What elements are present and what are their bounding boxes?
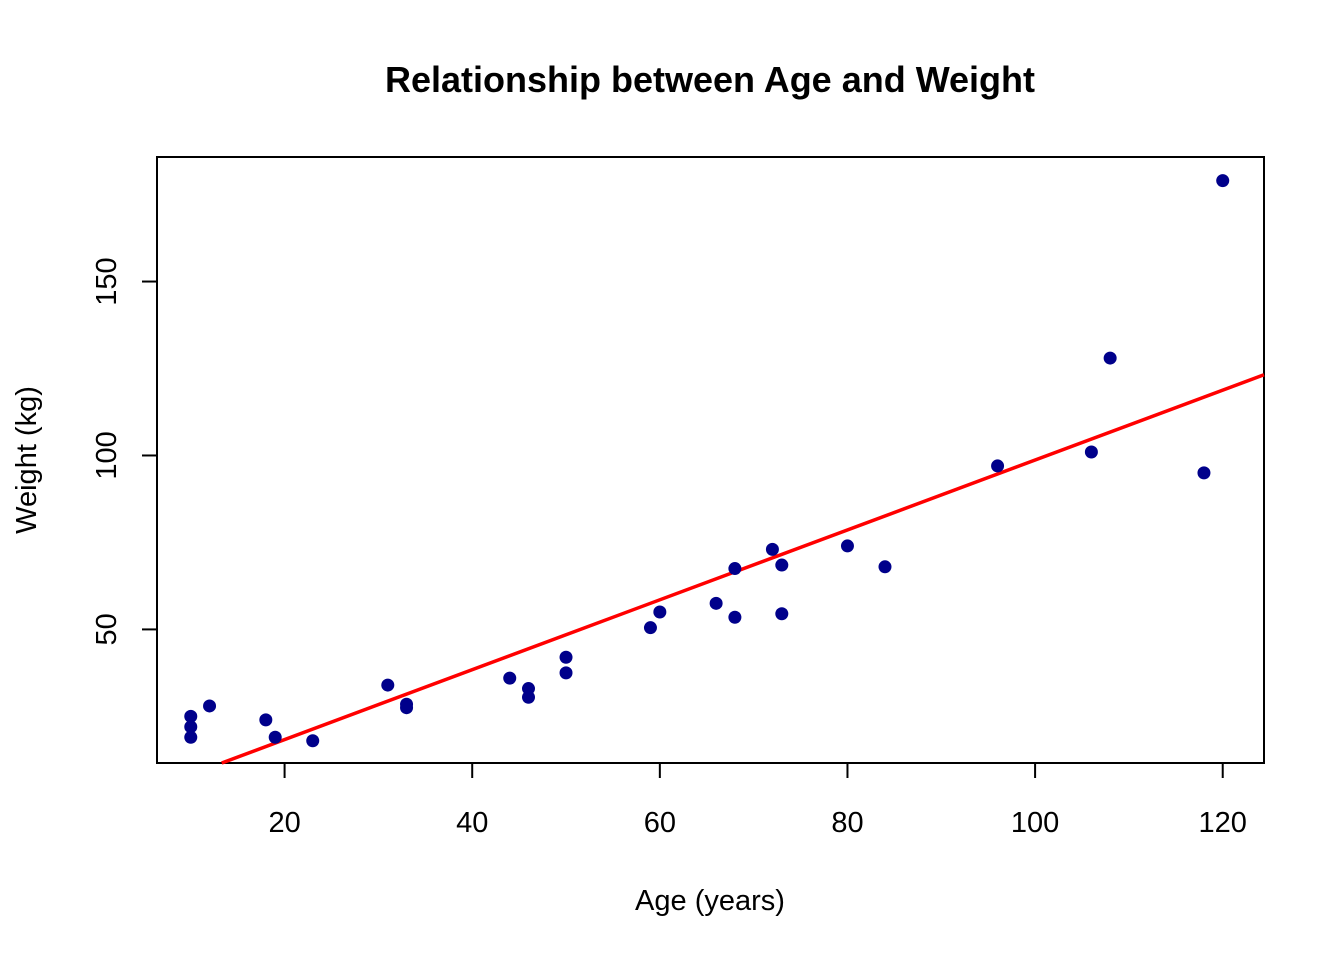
data-point <box>381 678 395 692</box>
x-tick-label: 120 <box>1199 807 1247 839</box>
data-point <box>709 596 723 610</box>
data-point <box>643 621 657 635</box>
y-tick-label: 150 <box>91 257 123 305</box>
data-point <box>268 730 282 744</box>
plot-area-frame <box>156 156 1265 764</box>
x-tick-label: 60 <box>644 807 676 839</box>
x-tick-label: 80 <box>831 807 863 839</box>
y-tick-label: 50 <box>91 613 123 645</box>
data-point <box>653 605 667 619</box>
data-point <box>991 459 1005 473</box>
data-point <box>775 607 789 621</box>
y-axis: 50 100 150 <box>91 257 157 646</box>
data-point <box>728 610 742 624</box>
x-tick-label: 40 <box>456 807 488 839</box>
regression-line <box>221 373 1265 765</box>
x-tick-label: 100 <box>1011 807 1059 839</box>
x-axis: 20 40 60 80 100 120 <box>268 763 1247 839</box>
chart-title: Relationship between Age and Weight <box>385 59 1035 100</box>
data-point <box>184 709 198 723</box>
data-point <box>259 713 273 727</box>
data-point <box>840 539 854 553</box>
y-axis-label: Weight (kg) <box>11 386 43 534</box>
data-point <box>184 720 198 734</box>
data-point <box>400 701 414 715</box>
data-point <box>775 558 789 572</box>
data-point <box>184 730 198 744</box>
data-point <box>522 690 536 704</box>
data-point <box>203 699 217 713</box>
data-point <box>503 671 517 685</box>
data-point <box>1216 174 1230 188</box>
data-point <box>559 650 573 664</box>
regression-line-layer <box>221 373 1265 765</box>
data-point <box>878 560 892 574</box>
x-axis-label: Age (years) <box>635 885 785 917</box>
data-point <box>1103 351 1117 365</box>
data-point <box>1084 445 1098 459</box>
data-point <box>1197 466 1211 480</box>
data-point <box>728 562 742 576</box>
y-tick-label: 100 <box>91 431 123 479</box>
data-point <box>765 542 779 556</box>
x-tick-label: 20 <box>268 807 300 839</box>
data-point <box>306 734 320 748</box>
data-point <box>559 666 573 680</box>
data-points-layer <box>184 174 1230 748</box>
